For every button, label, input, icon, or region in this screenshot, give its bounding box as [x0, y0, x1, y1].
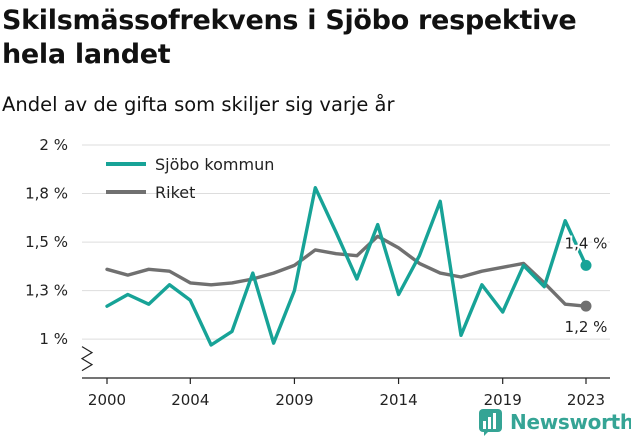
x-tick-label: 2014 — [379, 391, 417, 409]
x-tick-label: 2004 — [171, 391, 209, 409]
x-tick-label: 2023 — [567, 391, 605, 409]
axis-break-icon — [80, 346, 94, 372]
y-tick-label: 2 % — [39, 136, 68, 154]
y-tick-label: 1,5 % — [25, 233, 68, 251]
axes: 1 % 1,3 % 1,5 % 1,8 % 2 % 2000 2004 2009 2014 201… — [25, 136, 610, 409]
x-tick-label: 2000 — [88, 391, 126, 409]
x-tick-label: 2009 — [275, 391, 313, 409]
x-tick-label: 2019 — [484, 391, 522, 409]
series-end-point — [580, 259, 592, 271]
data-labels: 1,4 % 1,2 % — [563, 232, 610, 338]
data-label: 1,2 % — [565, 318, 608, 336]
y-tick-label: 1 % — [39, 330, 68, 348]
newsworthy-icon — [479, 409, 502, 436]
y-tick-label: 1,8 % — [25, 185, 68, 203]
newsworthy-logo: Newsworthy — [478, 407, 631, 437]
series-end-point — [580, 300, 592, 312]
y-tick-label: 1,3 % — [25, 282, 68, 300]
chart-title: Skilsmässofrekvens i Sjöbo respektive he… — [2, 5, 577, 70]
brand-name: Newsworthy — [510, 410, 631, 434]
series-line — [105, 185, 588, 347]
chart-subtitle: Andel av de gifta som skiljer sig varje … — [2, 93, 395, 116]
series-line — [105, 234, 588, 308]
series-lines — [105, 185, 592, 347]
legend-entry: Riket — [155, 183, 195, 202]
legend-entry: Sjöbo kommun — [155, 155, 274, 174]
legend: Sjöbo kommun Riket — [106, 155, 274, 202]
data-label: 1,4 % — [565, 234, 608, 252]
grid-lines — [82, 144, 610, 340]
